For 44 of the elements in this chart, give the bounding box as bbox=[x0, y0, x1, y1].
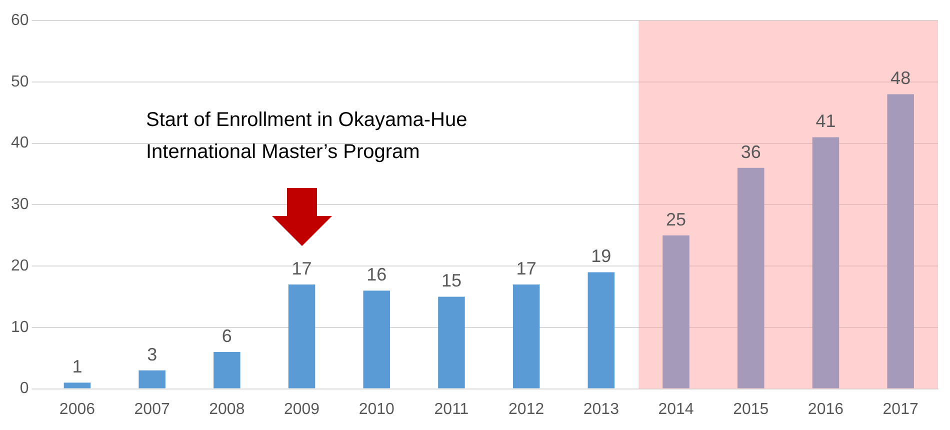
y-tick-label: 20 bbox=[11, 257, 29, 274]
y-tick-label: 0 bbox=[20, 380, 29, 398]
bar bbox=[588, 272, 615, 388]
data-label: 25 bbox=[666, 209, 686, 230]
y-tick-label: 40 bbox=[11, 134, 29, 152]
data-label: 17 bbox=[292, 258, 312, 278]
x-tick-label: 2016 bbox=[808, 400, 844, 418]
data-label: 3 bbox=[147, 344, 158, 364]
x-tick-label: 2010 bbox=[358, 400, 395, 418]
x-tick-label: 2009 bbox=[284, 400, 320, 418]
y-tick-label: 60 bbox=[11, 12, 29, 30]
x-tick-label: 2011 bbox=[434, 400, 469, 418]
bar bbox=[214, 352, 240, 388]
data-label: 6 bbox=[222, 326, 232, 346]
bar bbox=[812, 137, 840, 388]
y-tick-label: 50 bbox=[11, 73, 29, 90]
x-tick-label: 2013 bbox=[583, 400, 620, 418]
bar bbox=[737, 168, 764, 388]
data-label: 36 bbox=[740, 142, 761, 162]
bar bbox=[662, 235, 690, 388]
bar bbox=[512, 284, 540, 388]
x-tick-label: 2015 bbox=[733, 400, 769, 418]
data-label: 41 bbox=[816, 111, 836, 132]
annotation: Start of Enrollment in Okayama-Hue International Master’s Program bbox=[146, 109, 468, 163]
bar bbox=[138, 370, 166, 388]
x-tick-label: 2014 bbox=[658, 400, 694, 418]
x-tick-label: 2017 bbox=[882, 400, 918, 418]
y-tick-label: 30 bbox=[11, 196, 29, 214]
x-tick-label: 2012 bbox=[508, 400, 544, 418]
x-tick-label: 2006 bbox=[59, 400, 96, 418]
bar bbox=[64, 382, 91, 388]
y-tick-label: 10 bbox=[11, 318, 29, 336]
data-label: 1 bbox=[72, 356, 82, 377]
data-label: 16 bbox=[366, 264, 387, 285]
bar bbox=[363, 290, 390, 388]
x-tick-label: 2007 bbox=[134, 400, 170, 418]
bar bbox=[438, 296, 465, 388]
bar bbox=[288, 284, 316, 388]
x-tick-label: 2008 bbox=[209, 400, 245, 418]
data-label: 15 bbox=[441, 270, 462, 291]
data-label: 19 bbox=[591, 246, 612, 266]
bar bbox=[887, 94, 914, 388]
data-label: 17 bbox=[516, 258, 536, 278]
data-label: 48 bbox=[890, 68, 911, 88]
